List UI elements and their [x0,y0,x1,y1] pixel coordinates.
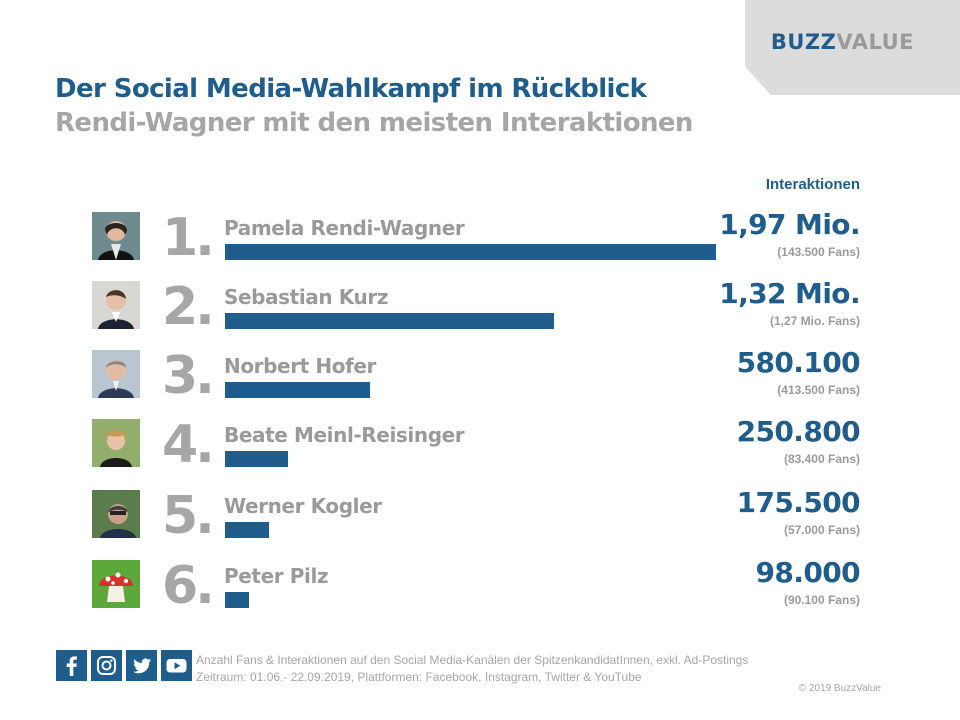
corner-decoration [745,0,960,95]
facebook-icon [56,650,87,681]
fans-count-label: (83.400 Fans) [783,452,860,466]
candidate-avatar [92,490,140,538]
page-title: Der Social Media-Wahlkampf im Rückblick [55,74,647,104]
rank-number: 4. [162,415,215,475]
interaction-bar [225,522,269,538]
interaction-value-label: 580.100 [736,346,861,379]
instagram-icon [91,650,122,681]
social-icons [56,650,192,681]
candidate-avatar [92,350,140,398]
candidate-avatar [92,212,140,260]
fans-count-label: (57.000 Fans) [783,523,860,537]
chart-row: 1. Pamela Rendi-Wagner 1,97 Mio. (143.500 F… [0,208,960,272]
chart-row: 2. Sebastian Kurz 1,32 Mio. (1,27 Mio. Fans… [0,277,960,341]
rank-number: 6. [162,556,215,616]
chart-row: 4. Beate Meinl-Reisinger 250.800 (83.400 Fa… [0,415,960,479]
interaction-bar [225,592,249,608]
interaction-value-label: 98.000 [755,556,861,589]
fans-count-label: (413.500 Fans) [777,383,860,397]
candidate-name: Beate Meinl-Reisinger [224,423,465,447]
page-subtitle: Rendi-Wagner mit den meisten Interaktion… [55,108,693,138]
chart-row: 3. Norbert Hofer 580.100 (413.500 Fans) [0,346,960,410]
candidate-name: Pamela Rendi-Wagner [224,216,465,240]
interaction-value-label: 250.800 [736,415,861,448]
rank-number: 5. [162,486,215,546]
footnote-line-2: Zeitraum: 01.06.- 22.09.2019, Plattforme… [196,670,642,684]
candidate-avatar [92,560,140,608]
candidate-name: Peter Pilz [224,564,329,588]
buzzvalue-logo: BUZZVALUE [770,30,914,54]
column-header-interaktionen: Interaktionen [765,176,860,193]
interaction-value-label: 1,97 Mio. [719,208,860,241]
interaction-bar [225,382,370,398]
chart-row: 5. Werner Kogler 175.500 (57.000 Fans) [0,486,960,550]
candidate-avatar [92,419,140,467]
candidate-avatar [92,281,140,329]
footnote-line-1: Anzahl Fans & Interaktionen auf den Soci… [196,653,749,667]
interaction-bar [225,313,554,329]
footnote: Anzahl Fans & Interaktionen auf den Soci… [196,652,748,686]
fans-count-label: (1,27 Mio. Fans) [769,314,860,328]
interaction-value-label: 1,32 Mio. [719,277,860,310]
rank-number: 2. [162,277,215,337]
chart-row: 6. Peter Pilz 98.000 (90.100 Fans) [0,556,960,620]
rank-number: 1. [162,208,215,268]
fans-count-label: (143.500 Fans) [777,245,860,259]
twitter-icon [126,650,157,681]
rank-number: 3. [162,346,215,406]
interaction-value-label: 175.500 [736,486,861,519]
fans-count-label: (90.100 Fans) [783,593,860,607]
candidate-name: Werner Kogler [224,494,382,518]
candidate-name: Sebastian Kurz [224,285,389,309]
interaction-bar [225,451,288,467]
candidate-name: Norbert Hofer [224,354,377,378]
youtube-icon [161,650,192,681]
interaction-bar [225,244,716,260]
copyright: © 2019 BuzzValue [798,683,881,694]
